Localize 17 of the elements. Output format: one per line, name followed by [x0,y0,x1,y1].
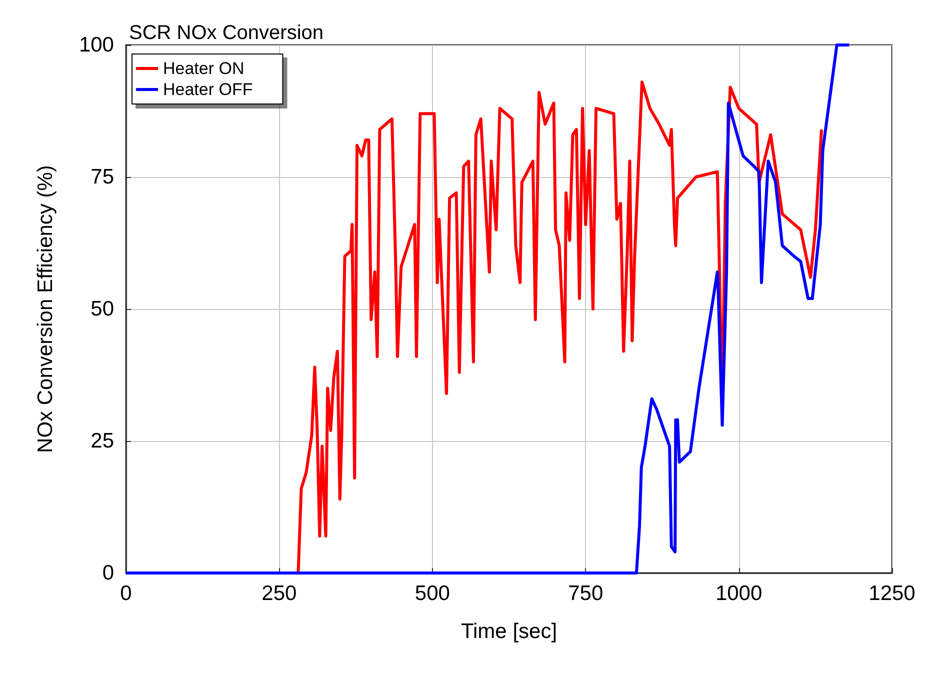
x-tick-label: 0 [120,582,132,605]
y-tick-label: 50 [90,298,114,320]
legend-label: Heater OFF [163,80,253,99]
y-tick-label: 0 [102,562,114,584]
y-tick-label: 25 [90,430,114,452]
x-tick-label: 750 [568,582,604,605]
x-tick-label: 1250 [868,582,916,605]
chart-title: SCR NOx Conversion [129,22,324,44]
x-axis-title: Time [sec] [460,620,558,643]
y-tick-label: 75 [90,166,114,188]
line-series [296,80,824,574]
y-axis-title: NOx Conversion Efficiency (%) [34,165,57,453]
x-tick-label: 500 [414,582,450,605]
y-tick-label: 100 [78,34,114,56]
legend-label: Heater ON [163,59,244,78]
x-tick-label: 250 [262,582,297,605]
x-tick-label: 1000 [715,582,762,605]
